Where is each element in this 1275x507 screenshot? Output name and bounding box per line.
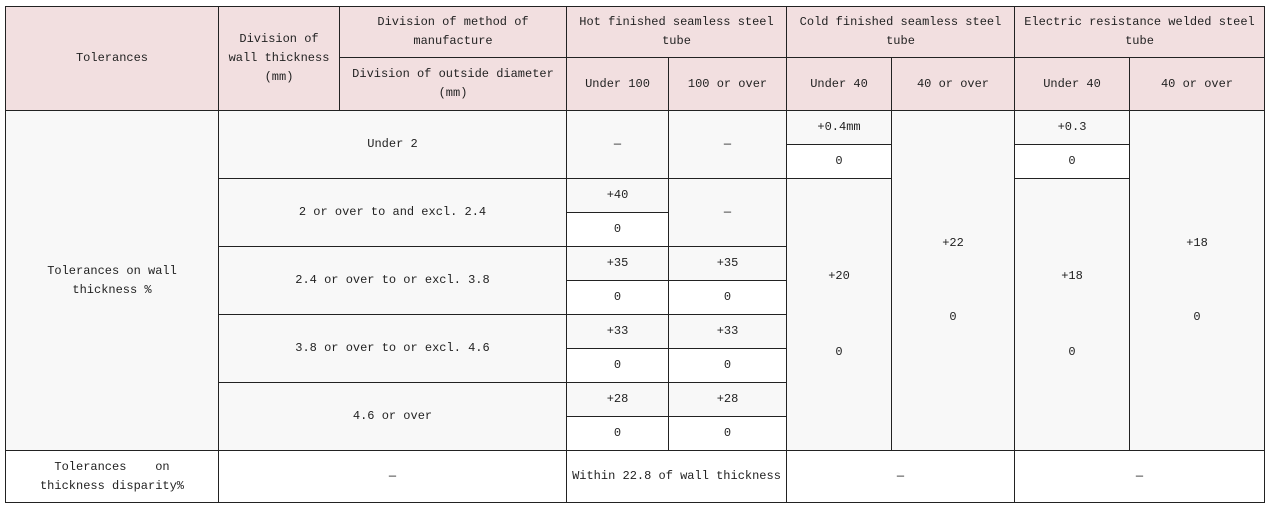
value-cell: 0 bbox=[566, 212, 669, 247]
value-cell: 0 bbox=[786, 144, 892, 179]
value-cell: +0.4mm bbox=[786, 110, 892, 145]
value-cell: — bbox=[668, 110, 787, 179]
header-hot: Hot finished seamless steel tube bbox=[566, 6, 787, 58]
header-cold: Cold finished seamless steel tube bbox=[786, 6, 1015, 58]
minus-value: 0 bbox=[1068, 345, 1076, 359]
header-erw: Electric resistance welded steel tube bbox=[1014, 6, 1265, 58]
plus-value: +22 bbox=[942, 236, 964, 250]
tolerance-table: Tolerances Division of wall thickness (m… bbox=[5, 6, 1265, 503]
value-cell: +35 bbox=[566, 246, 669, 281]
minus-value: 0 bbox=[1193, 310, 1201, 324]
value-cell: +33 bbox=[566, 314, 669, 349]
value-cell: 0 bbox=[668, 416, 787, 451]
cold-40over-cell: +22 0 bbox=[891, 110, 1015, 451]
header-cold-under40: Under 40 bbox=[786, 57, 892, 111]
header-cold-40over: 40 or over bbox=[891, 57, 1015, 111]
erw-40over-cell: +18 0 bbox=[1129, 110, 1265, 451]
plus-value: +18 bbox=[1061, 269, 1083, 283]
header-method-division: Division of method of manufacture bbox=[339, 6, 567, 58]
disparity-erw: — bbox=[1014, 450, 1265, 503]
value-cell: 0 bbox=[566, 280, 669, 315]
header-tolerances: Tolerances bbox=[5, 6, 219, 111]
value-cell: 0 bbox=[668, 280, 787, 315]
minus-value: 0 bbox=[949, 310, 957, 324]
range-cell: 4.6 or over bbox=[218, 382, 567, 451]
disparity-label: Tolerances on thickness disparity% bbox=[5, 450, 219, 503]
header-wall-division: Division of wall thickness (mm) bbox=[218, 6, 340, 111]
value-cell: — bbox=[668, 178, 787, 247]
value-cell: +28 bbox=[566, 382, 669, 417]
header-erw-40over: 40 or over bbox=[1129, 57, 1265, 111]
erw-under40-cell: +18 0 bbox=[1014, 178, 1130, 451]
disparity-hot: Within 22.8 of wall thickness bbox=[566, 450, 787, 503]
range-cell: 2.4 or over to or excl. 3.8 bbox=[218, 246, 567, 315]
value-cell: +40 bbox=[566, 178, 669, 213]
range-cell: 3.8 or over to or excl. 4.6 bbox=[218, 314, 567, 383]
disparity-division: — bbox=[218, 450, 567, 503]
range-cell: Under 2 bbox=[218, 110, 567, 179]
plus-value: +18 bbox=[1186, 236, 1208, 250]
disparity-cold: — bbox=[786, 450, 1015, 503]
value-cell: +33 bbox=[668, 314, 787, 349]
plus-value: +20 bbox=[828, 269, 850, 283]
wall-tolerance-label: Tolerances on wall thickness % bbox=[5, 110, 219, 451]
value-cell: +0.3 bbox=[1014, 110, 1130, 145]
value-cell: — bbox=[566, 110, 669, 179]
header-hot-100over: 100 or over bbox=[668, 57, 787, 111]
header-hot-under100: Under 100 bbox=[566, 57, 669, 111]
value-cell: 0 bbox=[1014, 144, 1130, 179]
cold-under40-cell: +20 0 bbox=[786, 178, 892, 451]
value-cell: 0 bbox=[566, 348, 669, 383]
value-cell: 0 bbox=[566, 416, 669, 451]
minus-value: 0 bbox=[835, 345, 843, 359]
header-erw-under40: Under 40 bbox=[1014, 57, 1130, 111]
value-cell: +28 bbox=[668, 382, 787, 417]
range-cell: 2 or over to and excl. 2.4 bbox=[218, 178, 567, 247]
value-cell: 0 bbox=[668, 348, 787, 383]
header-od-division: Division of outside diameter (mm) bbox=[339, 57, 567, 111]
value-cell: +35 bbox=[668, 246, 787, 281]
